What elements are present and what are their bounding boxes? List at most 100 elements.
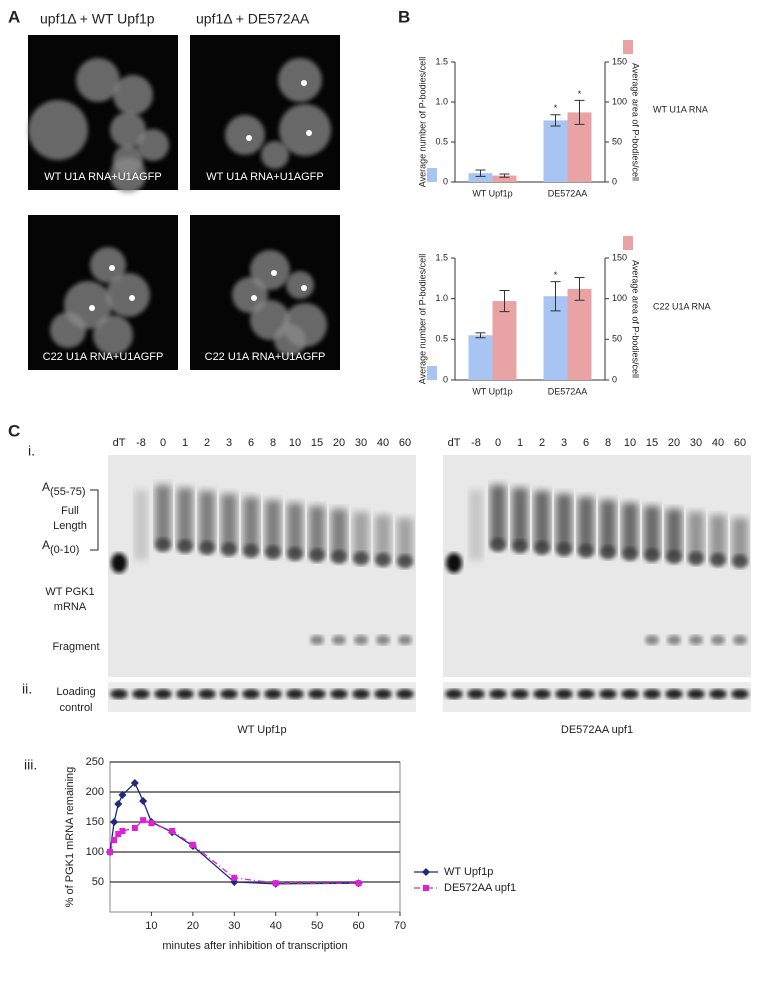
smear-bottom [512,539,528,554]
smear-bottom [243,544,259,558]
significance: * [554,103,558,113]
smear-bottom [600,545,616,560]
legend-swatch [427,168,437,182]
loading-band [374,689,392,699]
smear-bottom [199,541,215,555]
smear [600,500,616,553]
smear [666,509,682,557]
loading-band [176,689,194,699]
loading-band [264,689,282,699]
smear [644,506,660,556]
lane-label: 8 [605,437,611,449]
bracket-label: A(55-75) [42,480,85,498]
smear [732,518,748,562]
column-title: upf1Δ + DE572AA [196,11,310,27]
gel-label: control [59,702,92,714]
gel-label: Loading [56,686,95,698]
x-tick-label: 50 [311,920,323,932]
p-body [271,270,277,276]
gel-label: WT PGK1 [45,586,94,598]
cell [110,157,146,193]
bar [492,301,517,380]
legend-marker [422,868,430,876]
loading-band [709,689,727,699]
x-tick-label: 70 [394,920,406,932]
smear-bottom [556,542,572,557]
smear [155,485,171,545]
smear [309,506,325,556]
p-body [306,130,312,136]
x-tick-label: 60 [352,920,364,932]
lane-label: 3 [561,437,567,449]
loading-band [489,689,507,699]
smear [199,491,215,548]
p-body [301,285,307,291]
smear-bottom [155,538,171,552]
loading-gel [108,682,416,712]
loading-band [220,689,238,699]
y-tick-label: 1.5 [435,56,448,66]
y-tick-label: 0.5 [435,136,448,146]
loading-band [511,689,529,699]
line [109,781,359,885]
cell [50,312,86,348]
loading-band [352,689,370,699]
legend-swatch [427,366,437,380]
marker [114,800,123,808]
marker [130,779,139,787]
x-tick-label: 20 [187,920,199,932]
fragment-band [398,635,412,645]
cell [261,141,289,169]
y-axis-label: Average number of P-bodies/cell [417,57,427,187]
panel-label: C [8,421,20,440]
lane-label: 30 [690,437,702,449]
cell [274,324,306,356]
side-label: WT U1A RNA [653,104,708,114]
fragment-band [310,635,324,645]
y2-tick-label: 0 [612,176,617,186]
smear-bottom [710,553,726,567]
x-tick-label: 30 [228,920,240,932]
smear [287,503,303,554]
y-tick-label: 0 [443,176,448,186]
smear [331,509,347,557]
lane-label: 1 [517,437,523,449]
lane-label: 20 [668,437,680,449]
legend-swatch [623,236,633,250]
band [111,553,127,573]
loading-band [198,689,216,699]
y2-tick-label: 100 [612,96,627,106]
smear-bottom [265,545,281,560]
x-tick-label: 40 [270,920,282,932]
y2-tick-label: 50 [612,334,622,344]
micrograph-caption: WT U1A RNA+U1AGFP [206,171,323,183]
p-body [129,295,135,301]
bar [543,120,568,182]
loading-band [687,689,705,699]
p-body [301,80,307,86]
loading-gel [443,682,751,712]
y-tick-label: 50 [92,876,104,888]
smear [534,491,550,548]
error-bar [499,290,510,313]
x-tick-label: WT Upf1p [472,188,512,198]
cell [28,100,88,160]
smear-bottom [353,551,369,566]
bar [468,335,493,380]
smear-bottom [309,548,325,563]
loading-band [577,689,595,699]
loading-band [286,689,304,699]
y-tick-label: 200 [86,786,104,798]
marker [139,797,148,805]
smear [512,488,528,547]
micrographs: WT U1A RNA+U1AGFP WT U1A RNA+U1AGFP C22 U1… [28,35,340,370]
cell [106,273,150,317]
fragment-band [667,635,681,645]
smear-bottom [644,548,660,563]
smear-bottom [490,538,506,552]
micrograph-caption: C22 U1A RNA+U1AGFP [43,351,164,363]
y-tick-label: 1.0 [435,293,448,303]
gel-title: WT Upf1p [237,724,286,736]
band [446,553,462,573]
plot-area [109,761,401,913]
